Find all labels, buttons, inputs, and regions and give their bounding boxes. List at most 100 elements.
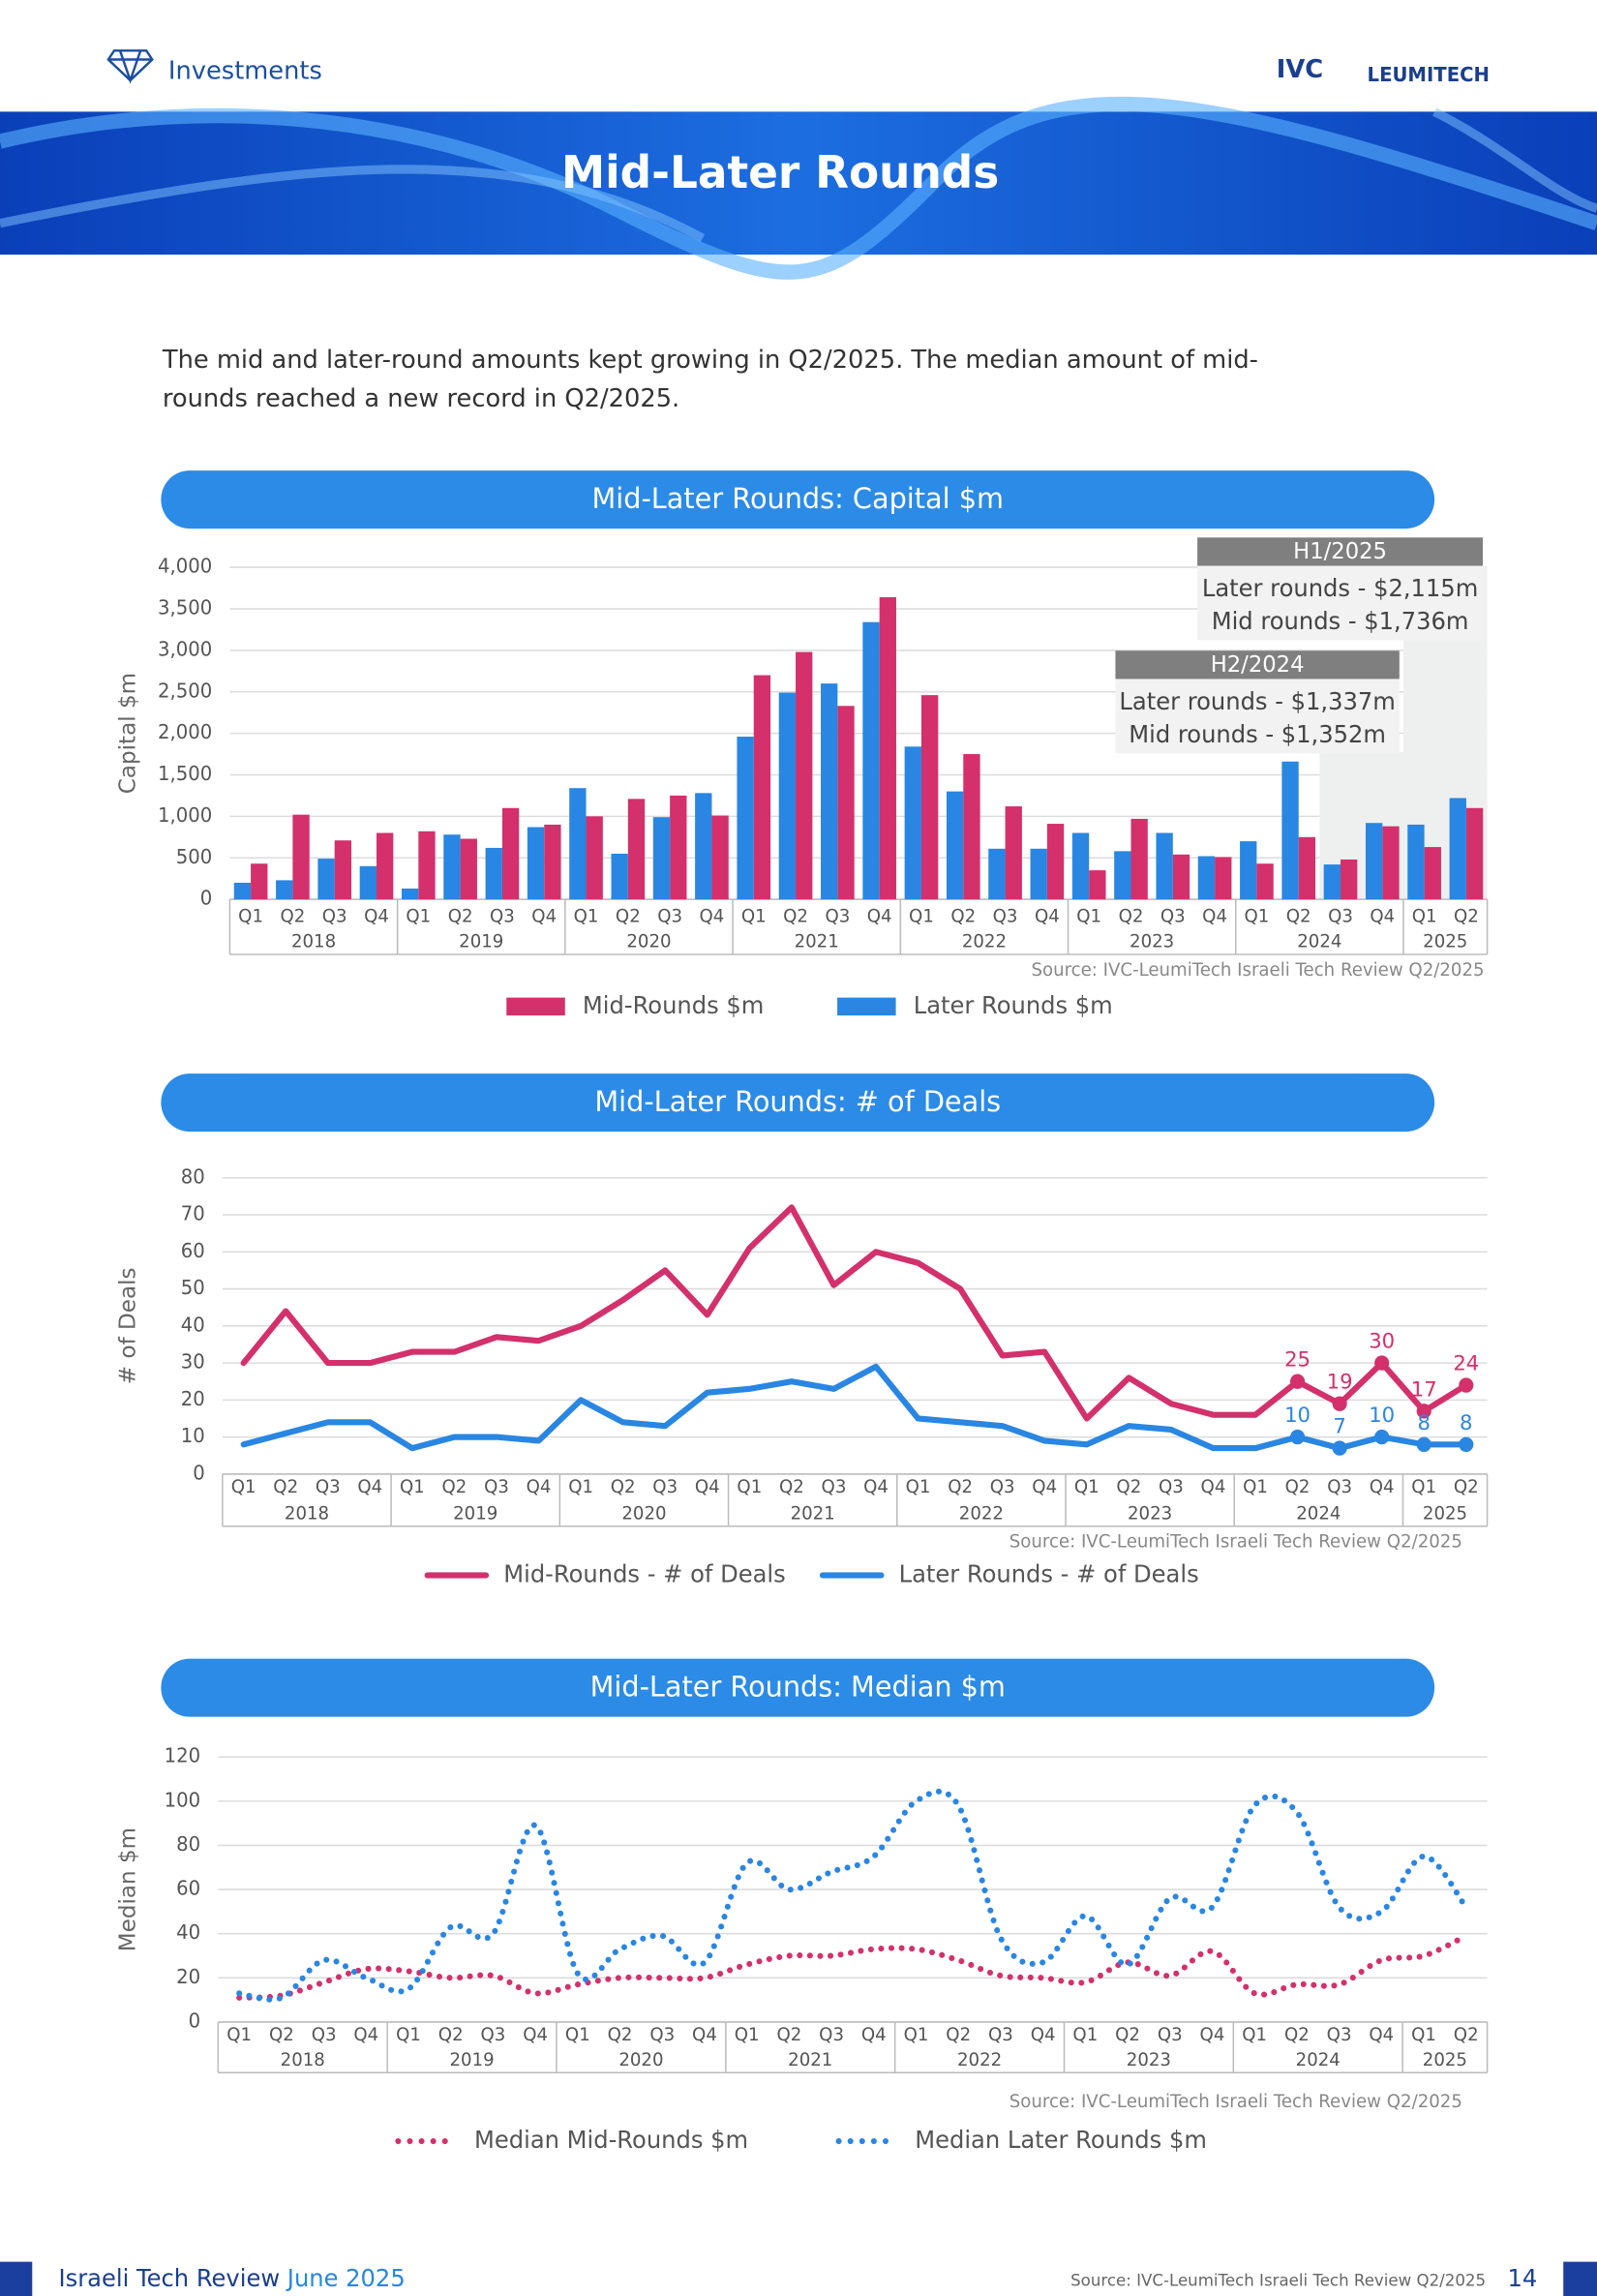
x-tick-label: Q3	[819, 2025, 844, 2045]
year-label: 2022	[962, 932, 1007, 952]
x-tick-label: Q1	[1411, 1477, 1436, 1497]
x-tick-label: Q2	[1116, 1477, 1141, 1497]
bar	[1130, 818, 1148, 900]
x-tick-label: Q2	[442, 1477, 467, 1497]
data-label: 24	[1453, 1351, 1479, 1375]
y-tick-label: 3,500	[158, 596, 212, 619]
x-tick-label: Q3	[1158, 2025, 1183, 2045]
bar	[920, 695, 939, 900]
bar	[1256, 863, 1274, 900]
section-pill	[161, 1658, 1435, 1717]
x-tick-label: Q2	[608, 2025, 633, 2045]
chart-source: Source: IVC-LeumiTech Israeli Tech Revie…	[1009, 2092, 1462, 2112]
point-marker	[1290, 1374, 1306, 1389]
x-tick-label: Q3	[1328, 906, 1353, 926]
bar	[1030, 848, 1047, 900]
y-tick-label: 120	[165, 1745, 201, 1767]
x-tick-label: Q2	[946, 2025, 971, 2045]
footer-publication: Israeli Tech Review June 2025	[58, 2264, 405, 2292]
edition: June 2025	[286, 2264, 406, 2292]
x-tick-label: Q1	[737, 1477, 762, 1497]
x-tick-label: Q2	[1454, 1477, 1479, 1497]
y-tick-label: 2,500	[158, 680, 212, 702]
bar	[418, 831, 436, 900]
y-axis-title: # of Deals	[116, 1267, 141, 1384]
bar	[753, 675, 771, 900]
section-name: Investments	[168, 56, 322, 85]
chart-source: Source: IVC-LeumiTech Israeli Tech Revie…	[1009, 1532, 1462, 1553]
x-tick-label: Q4	[1201, 1477, 1226, 1497]
y-tick-label: 0	[200, 888, 213, 910]
x-tick-label: Q3	[988, 2025, 1013, 2045]
y-tick-label: 80	[176, 1833, 200, 1856]
year-label: 2018	[285, 1503, 329, 1524]
x-tick-label: Q2	[1454, 2025, 1479, 2045]
x-tick-label: Q4	[1370, 1477, 1395, 1497]
x-tick-label: Q3	[312, 2025, 337, 2045]
x-tick-label: Q4	[700, 906, 725, 926]
year-label: 2025	[1423, 932, 1467, 952]
annotation-body	[1115, 679, 1400, 754]
year-label: 2021	[788, 2050, 832, 2070]
y-tick-label: 60	[176, 1877, 200, 1899]
year-label: 2021	[791, 1503, 835, 1524]
annotation-header	[1197, 537, 1484, 566]
chart-title: Mid-Later Rounds: Median $m	[590, 1670, 1006, 1703]
intro-line: rounds reached a new record in Q2/2025.	[163, 384, 679, 413]
year-label: 2019	[459, 932, 503, 952]
point-marker	[1416, 1436, 1431, 1452]
y-tick-label: 500	[176, 846, 213, 868]
y-tick-label: 40	[176, 1921, 200, 1944]
legend-label: Later Rounds $m	[914, 991, 1113, 1019]
bar	[1005, 806, 1022, 900]
data-label: 19	[1327, 1371, 1353, 1395]
y-tick-label: 20	[181, 1388, 205, 1410]
legend-label: Mid-Rounds - # of Deals	[503, 1559, 785, 1587]
point-marker	[1290, 1429, 1306, 1445]
banner-wave	[0, 96, 1597, 280]
bar	[501, 807, 520, 900]
x-tick-label: Q1	[906, 1477, 931, 1497]
section-pill	[161, 1073, 1435, 1133]
bar	[1197, 856, 1216, 900]
x-tick-label: Q3	[1327, 2025, 1352, 2045]
data-label: 8	[1460, 1411, 1472, 1435]
y-tick-label: 2,000	[158, 721, 212, 743]
y-tick-label: 4,000	[158, 555, 212, 577]
x-tick-label: Q3	[322, 906, 347, 926]
x-tick-label: Q4	[1200, 2025, 1225, 2045]
bar	[1465, 807, 1484, 900]
x-tick-label: Q4	[692, 2025, 717, 2045]
x-tick-label: Q3	[490, 906, 515, 926]
x-tick-label: Q1	[1076, 906, 1101, 926]
bar	[711, 815, 729, 900]
x-tick-label: Q4	[523, 2025, 548, 2045]
annotation-title: H2/2024	[1211, 652, 1305, 678]
year-label: 2025	[1423, 2050, 1467, 2070]
bar	[778, 692, 797, 900]
bar	[695, 793, 712, 900]
bar	[443, 834, 461, 900]
x-tick-label: Q4	[867, 906, 892, 926]
x-tick-label: Q4	[1370, 906, 1395, 926]
chart-title: Mid-Later Rounds: Capital $m	[591, 482, 1004, 515]
x-tick-label: Q3	[822, 1477, 847, 1497]
annotation-title: H1/2025	[1293, 539, 1387, 564]
bar	[1046, 824, 1065, 900]
bar	[946, 791, 964, 900]
year-label: 2024	[1296, 1503, 1341, 1524]
bar	[1341, 859, 1358, 900]
bar	[334, 840, 352, 900]
x-tick-label: Q3	[825, 906, 850, 926]
x-tick-label: Q4	[1202, 906, 1227, 926]
footer-block	[1563, 2261, 1597, 2296]
annotation-line: Mid rounds - $1,736m	[1212, 607, 1469, 635]
point-marker	[1374, 1355, 1390, 1371]
annotation-line: Mid rounds - $1,352m	[1129, 720, 1386, 748]
annotation-body	[1197, 565, 1484, 641]
x-tick-label: Q3	[1327, 1477, 1352, 1497]
bar	[821, 683, 838, 900]
year-label: 2019	[449, 2050, 494, 2070]
x-tick-label: Q2	[776, 2025, 801, 2045]
